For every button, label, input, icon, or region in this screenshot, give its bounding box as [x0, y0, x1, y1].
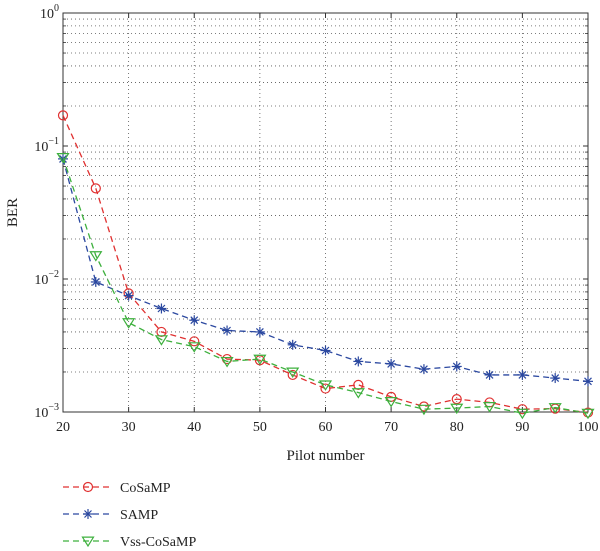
data-point-samp: [254, 326, 265, 337]
legend-marker-cosamp: [82, 481, 94, 493]
legend-label-cosamp: CoSaMP: [120, 481, 171, 496]
series-cosamp: [57, 110, 594, 418]
axis-ticks: 20 30 40 50 60 70 80 90 100 100 10−1 10−2 10−3: [34, 3, 598, 435]
data-point-samp: [156, 303, 167, 314]
data-point-vss-cosamp: [515, 408, 529, 420]
data-point-samp: [550, 373, 561, 384]
data-point-samp: [418, 364, 429, 375]
x-tick-label: 60: [319, 420, 333, 435]
data-point-vss-cosamp: [548, 403, 562, 414]
data-point-cosamp: [189, 336, 200, 347]
data-point-samp: [484, 369, 495, 380]
legend-item-cosamp: CoSaMP: [63, 481, 171, 496]
x-tick-label: 30: [122, 420, 136, 435]
data-point-cosamp: [320, 383, 331, 394]
data-point-vss-cosamp: [89, 251, 103, 262]
data-point-vss-cosamp: [220, 356, 234, 368]
data-point-cosamp: [451, 394, 462, 405]
data-point-samp: [287, 339, 298, 350]
data-point-samp: [583, 376, 593, 387]
data-point-vss-cosamp: [187, 342, 201, 353]
series-line-vss-cosamp: [62, 157, 589, 414]
x-axis-label: Pilot number: [287, 448, 365, 464]
series-line-cosamp: [62, 115, 589, 414]
data-point-samp: [320, 345, 331, 356]
data-point-samp: [451, 361, 462, 372]
data-point-samp: [90, 276, 101, 287]
legend-marker-samp: [83, 509, 93, 519]
data-point-vss-cosamp: [417, 404, 431, 416]
data-point-samp: [353, 356, 364, 367]
data-point-samp: [189, 315, 200, 326]
x-tick-label: 100: [578, 420, 599, 435]
legend-label-samp: SAMP: [120, 508, 158, 523]
data-point-vss-cosamp: [154, 335, 169, 346]
data-point-cosamp: [287, 369, 298, 381]
series-vss-cosamp: [56, 153, 595, 420]
legend-marker-vss-cosamp: [81, 536, 95, 548]
data-point-vss-cosamp: [450, 403, 464, 415]
y-tick-label: 10−3: [34, 402, 59, 421]
data-point-cosamp: [353, 379, 364, 390]
x-tick-label: 20: [56, 420, 70, 435]
data-point-vss-cosamp: [286, 367, 300, 379]
data-point-vss-cosamp: [56, 153, 70, 164]
data-point-cosamp: [90, 183, 101, 194]
data-point-samp: [517, 369, 528, 380]
data-point-vss-cosamp: [384, 397, 398, 408]
legend-item-vss-cosamp: Vss-CoSaMP: [63, 535, 196, 550]
x-tick-label: 90: [515, 420, 529, 435]
data-point-vss-cosamp: [318, 380, 333, 391]
data-point-samp: [123, 290, 134, 301]
y-tick-label: 10−2: [34, 269, 59, 288]
y-tick-label: 10−1: [34, 136, 59, 155]
series-samp: [58, 153, 593, 387]
legend: CoSaMP SAMP Vss-CoSaMP: [63, 481, 196, 550]
data-point-vss-cosamp: [351, 388, 365, 399]
legend-item-samp: SAMP: [63, 508, 158, 523]
x-tick-label: 40: [187, 420, 201, 435]
x-tick-label: 70: [384, 420, 398, 435]
data-point-cosamp: [57, 110, 69, 121]
x-tick-label: 80: [450, 420, 464, 435]
series-layer: [56, 110, 595, 420]
data-point-samp: [386, 358, 397, 369]
data-point-vss-cosamp: [581, 408, 595, 420]
x-tick-label: 50: [253, 420, 267, 435]
y-axis-label: BER: [5, 198, 21, 227]
y-tick-label: 100: [40, 3, 59, 22]
legend-label-vss-cosamp: Vss-CoSaMP: [120, 535, 196, 550]
data-point-samp: [222, 325, 233, 336]
data-point-cosamp: [156, 326, 167, 338]
data-point-vss-cosamp: [253, 354, 267, 366]
data-point-vss-cosamp: [482, 402, 497, 413]
data-point-vss-cosamp: [122, 318, 136, 329]
